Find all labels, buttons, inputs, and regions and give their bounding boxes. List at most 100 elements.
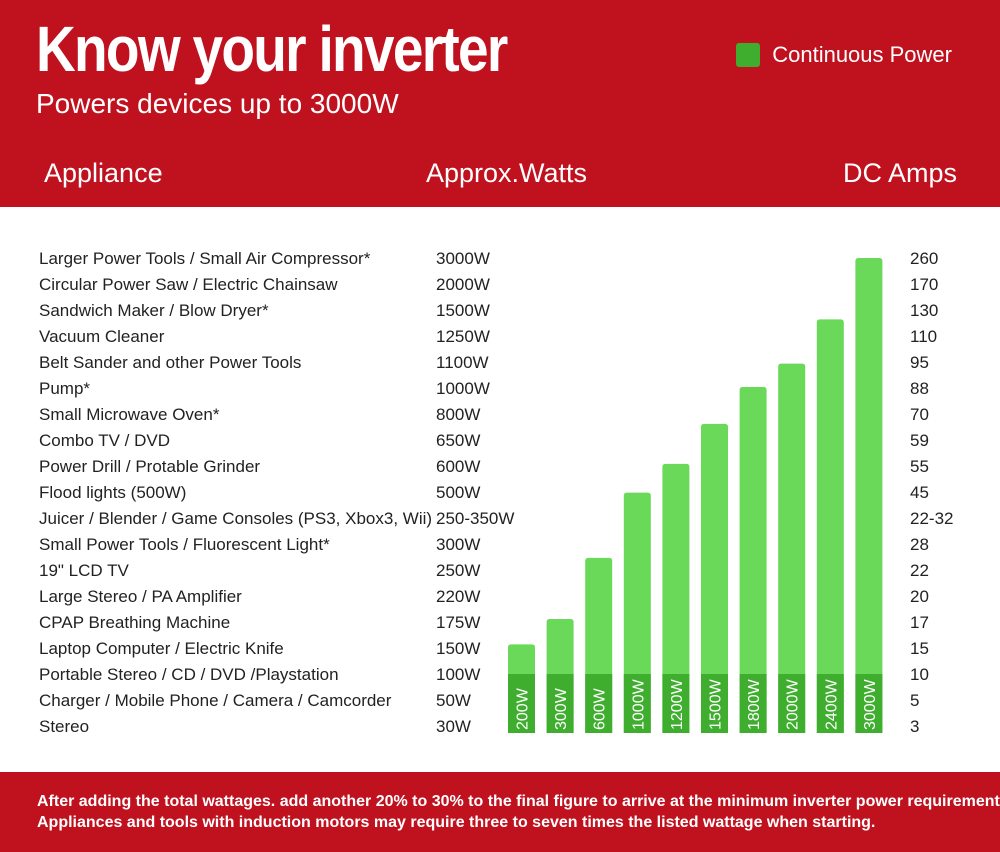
bar-1800W <box>739 386 767 733</box>
appliance-name: Laptop Computer / Electric Knife <box>39 639 284 658</box>
appliance-amps: 55 <box>910 457 929 476</box>
appliance-watts: 800W <box>436 405 481 424</box>
bar-label: 1200W <box>669 678 686 730</box>
appliance-watts: 300W <box>436 535 481 554</box>
appliance-amps: 170 <box>910 275 939 294</box>
appliance-watts: 50W <box>436 691 471 710</box>
appliance-name: Stereo <box>39 717 90 736</box>
bar-2000W <box>778 363 806 733</box>
legend: Continuous Power <box>736 42 952 68</box>
bar-label: 300W <box>553 687 570 730</box>
bar-label-band <box>623 674 651 733</box>
appliance-amps: 95 <box>910 353 929 372</box>
bar-1200W <box>662 463 690 733</box>
appliance-watts: 250W <box>436 561 481 580</box>
power-bar-chart: 200W 300W 600W 1000W 1200W 1500W 1800W 2000W 240… <box>508 258 883 733</box>
bar-label-band <box>662 674 690 733</box>
bar-label-band <box>546 674 574 733</box>
appliance-watts: 1000W <box>436 379 490 398</box>
appliance-name: Larger Power Tools / Small Air Compresso… <box>39 249 371 268</box>
appliance-name: Power Drill / Protable Grinder <box>39 457 261 476</box>
table-row: Pump* 1000W 88 <box>0 376 1000 402</box>
bar-label: 200W <box>515 687 532 730</box>
legend-label: Continuous Power <box>772 42 952 67</box>
bar-label: 1800W <box>746 678 763 730</box>
table-row: Combo TV / DVD 650W 59 <box>0 428 1000 454</box>
table-row: CPAP Breathing Machine 175W 17 <box>0 610 1000 636</box>
bar-label: 600W <box>592 687 609 730</box>
table-row: Flood lights (500W) 500W 45 <box>0 480 1000 506</box>
footer-line-1: After adding the total wattages. add ano… <box>37 793 1000 810</box>
table-row: Small Microwave Oven* 800W 70 <box>0 402 1000 428</box>
appliance-name: Circular Power Saw / Electric Chainsaw <box>39 275 338 294</box>
appliance-amps: 28 <box>910 535 929 554</box>
appliance-amps: 3 <box>910 717 920 736</box>
appliance-watts: 250-350W <box>436 509 515 528</box>
column-header-appliance: Appliance <box>44 158 163 188</box>
appliance-amps: 260 <box>910 249 939 268</box>
appliance-amps: 110 <box>910 327 938 346</box>
appliance-name: Sandwich Maker / Blow Dryer* <box>39 301 269 320</box>
table-row: Laptop Computer / Electric Knife 150W 15 <box>0 636 1000 662</box>
appliance-name: Juicer / Blender / Game Consoles (PS3, X… <box>39 509 433 528</box>
appliance-watts: 500W <box>436 483 481 502</box>
appliance-watts: 100W <box>436 665 481 684</box>
appliance-amps: 22 <box>910 561 929 580</box>
appliance-name: Flood lights (500W) <box>39 483 187 502</box>
bar-label-band <box>701 674 728 733</box>
bar-label: 2400W <box>823 678 840 730</box>
bar-1000W <box>623 492 651 733</box>
appliance-name: Belt Sander and other Power Tools <box>39 353 302 372</box>
table-row: Belt Sander and other Power Tools 1100W 95 <box>0 350 1000 376</box>
appliance-name: Small Microwave Oven* <box>39 405 220 424</box>
bar-label-band <box>739 674 767 733</box>
bar-label: 1000W <box>630 678 647 730</box>
table-row: Charger / Mobile Phone / Camera / Camcor… <box>0 688 1000 714</box>
appliance-amps: 45 <box>910 483 929 502</box>
appliance-watts: 150W <box>436 639 481 658</box>
footer-line-2: Appliances and tools with induction moto… <box>37 814 876 831</box>
appliance-amps: 15 <box>910 639 929 658</box>
bar-3000W <box>855 258 883 733</box>
table-row: Juicer / Blender / Game Consoles (PS3, X… <box>0 506 1000 532</box>
appliance-watts: 650W <box>436 431 481 450</box>
appliance-amps: 88 <box>910 379 929 398</box>
appliance-name: Vacuum Cleaner <box>39 327 165 346</box>
bar-label-band <box>855 674 883 733</box>
bar-label-band <box>816 674 844 733</box>
appliance-amps: 59 <box>910 431 929 450</box>
bar-label-band <box>585 674 613 733</box>
bar-label-band <box>508 674 535 733</box>
appliance-watts: 1250W <box>436 327 490 346</box>
bar-label: 1500W <box>708 678 725 730</box>
bar-label: 2000W <box>785 678 802 730</box>
appliance-name: Portable Stereo / CD / DVD /Playstation <box>39 665 339 684</box>
table-row: Portable Stereo / CD / DVD /Playstation 1… <box>0 662 1000 688</box>
appliance-name: 19" LCD TV <box>39 561 129 580</box>
bar-label: 3000W <box>862 678 879 730</box>
appliance-table: Larger Power Tools / Small Air Compresso… <box>0 246 1000 740</box>
table-row: Small Power Tools / Fluorescent Light* 30… <box>0 532 1000 558</box>
page-subtitle: Powers devices up to 3000W <box>36 88 399 119</box>
appliance-name: Pump* <box>39 379 91 398</box>
column-header-amps: DC Amps <box>842 158 957 188</box>
appliance-amps: 20 <box>910 587 929 606</box>
appliance-name: Large Stereo / PA Amplifier <box>39 587 242 606</box>
appliance-watts: 600W <box>436 457 481 476</box>
table-row: 19" LCD TV 250W 22 <box>0 558 1000 584</box>
appliance-watts: 1100W <box>436 353 489 372</box>
appliance-name: Combo TV / DVD <box>39 431 171 450</box>
appliance-watts: 3000W <box>436 249 490 268</box>
legend-swatch <box>736 43 761 67</box>
appliance-amps: 10 <box>910 665 929 684</box>
bar-2400W <box>816 319 844 733</box>
appliance-watts: 1500W <box>436 301 490 320</box>
appliance-watts: 30W <box>436 717 471 736</box>
appliance-amps: 130 <box>910 301 939 320</box>
footer-note: After adding the total wattages. add ano… <box>37 791 1000 833</box>
table-row: Circular Power Saw / Electric Chainsaw 20… <box>0 272 1000 298</box>
appliance-amps: 5 <box>910 691 920 710</box>
table-row: Stereo 30W 3 <box>0 714 1000 740</box>
appliance-name: Charger / Mobile Phone / Camera / Camcor… <box>39 691 392 710</box>
